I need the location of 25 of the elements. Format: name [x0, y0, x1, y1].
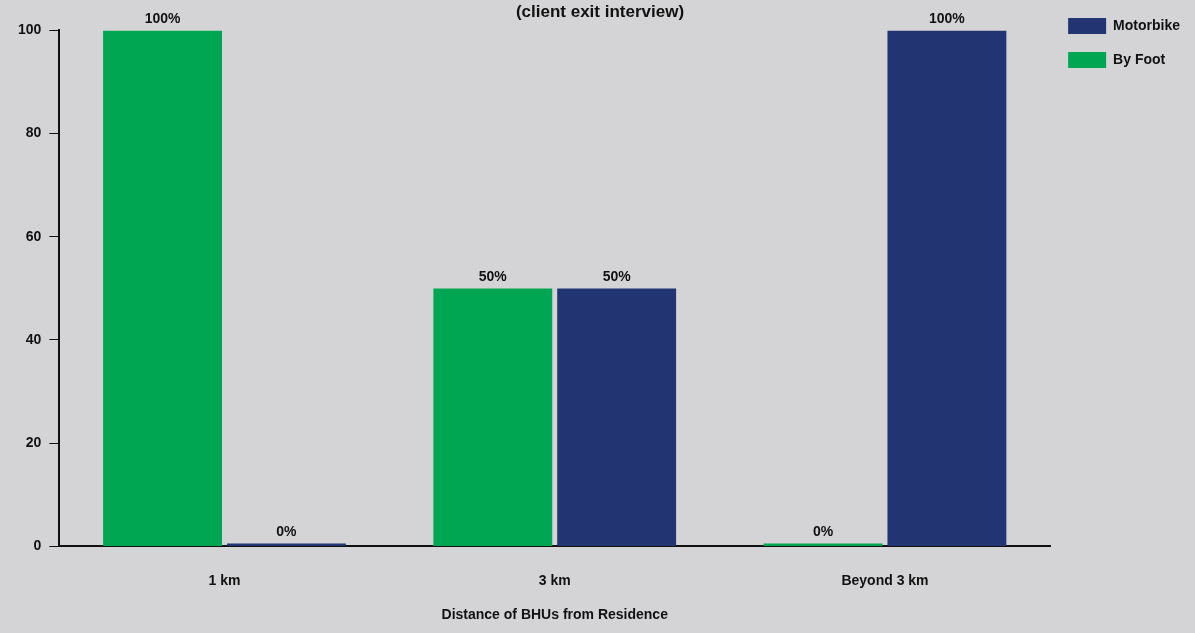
bar — [763, 543, 883, 546]
x-axis-title: Distance of BHUs from Residence — [441, 606, 669, 623]
data-label: 100% — [929, 10, 966, 27]
data-label: 50% — [478, 268, 508, 285]
y-tick-label: 100 — [18, 21, 42, 38]
bar — [557, 288, 677, 546]
bar — [887, 30, 1007, 546]
data-label: 0% — [276, 523, 298, 540]
legend-label: Motorbike — [1113, 16, 1181, 33]
legend-label: By Foot — [1113, 50, 1166, 67]
x-tick-label: Beyond 3 km — [841, 571, 929, 588]
bar — [103, 30, 223, 546]
data-label: 50% — [602, 268, 632, 285]
bar — [226, 543, 346, 546]
x-tick-label: 3 km — [538, 571, 571, 588]
y-tick-label: 40 — [25, 330, 42, 347]
chart-title: (client exit interview) — [515, 1, 685, 21]
data-label: 100% — [144, 10, 182, 27]
y-tick-label: 60 — [25, 227, 42, 244]
bar — [433, 288, 553, 546]
y-tick-label: 80 — [25, 124, 42, 141]
y-tick-label: 20 — [25, 434, 42, 451]
data-label: 0% — [812, 523, 834, 540]
x-tick-label: 1 km — [208, 571, 241, 588]
y-tick-label: 0 — [33, 537, 42, 554]
